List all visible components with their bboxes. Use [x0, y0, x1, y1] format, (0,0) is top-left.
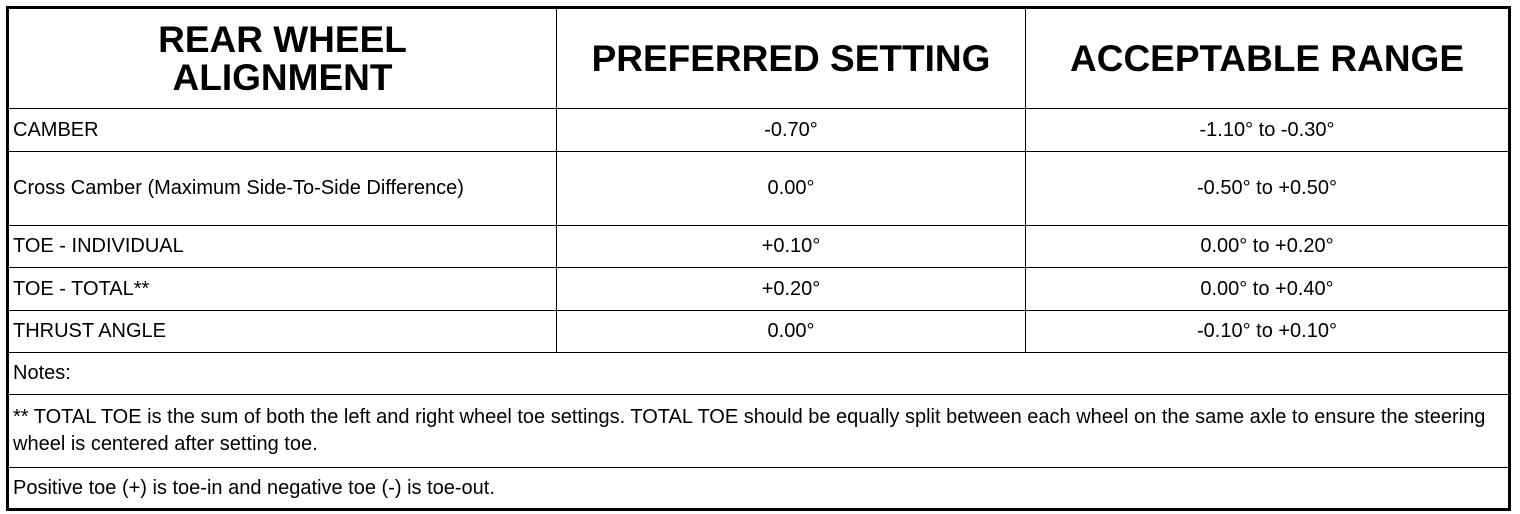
note-total-toe: ** TOTAL TOE is the sum of both the left… — [7, 394, 1510, 468]
notes-label: Notes: — [7, 352, 1510, 395]
table-row: THRUST ANGLE 0.00° -0.10° to +0.10° — [7, 310, 1510, 353]
parameter-cell: CAMBER — [7, 108, 557, 152]
range-cell: 0.00° to +0.20° — [1025, 225, 1510, 268]
table-row: CAMBER -0.70° -1.10° to -0.30° — [7, 108, 1510, 152]
parameter-cell: THRUST ANGLE — [7, 310, 557, 353]
note-row: ** TOTAL TOE is the sum of both the left… — [7, 394, 1510, 468]
range-cell: -1.10° to -0.30° — [1025, 108, 1510, 152]
notes-row: Notes: — [7, 352, 1510, 395]
note-row: Positive toe (+) is toe-in and negative … — [7, 467, 1510, 510]
rear-wheel-alignment-table: REAR WHEEL ALIGNMENT PREFERRED SETTING A… — [6, 6, 1511, 511]
parameter-cell: TOE - TOTAL** — [7, 267, 557, 311]
preferred-cell: 0.00° — [556, 151, 1026, 226]
parameter-cell: Cross Camber (Maximum Side-To-Side Diffe… — [7, 151, 557, 226]
range-cell: 0.00° to +0.40° — [1025, 267, 1510, 311]
header-row: REAR WHEEL ALIGNMENT PREFERRED SETTING A… — [7, 7, 1510, 109]
parameter-cell: TOE - INDIVIDUAL — [7, 225, 557, 268]
table-row: TOE - INDIVIDUAL +0.10° 0.00° to +0.20° — [7, 225, 1510, 268]
note-toe-sign: Positive toe (+) is toe-in and negative … — [7, 467, 1510, 510]
preferred-cell: +0.10° — [556, 225, 1026, 268]
preferred-cell: +0.20° — [556, 267, 1026, 311]
table-row: Cross Camber (Maximum Side-To-Side Diffe… — [7, 151, 1510, 226]
header-parameter: REAR WHEEL ALIGNMENT — [7, 7, 557, 109]
preferred-cell: 0.00° — [556, 310, 1026, 353]
header-range: ACCEPTABLE RANGE — [1025, 7, 1510, 109]
preferred-cell: -0.70° — [556, 108, 1026, 152]
header-preferred: PREFERRED SETTING — [556, 7, 1026, 109]
range-cell: -0.10° to +0.10° — [1025, 310, 1510, 353]
range-cell: -0.50° to +0.50° — [1025, 151, 1510, 226]
table-row: TOE - TOTAL** +0.20° 0.00° to +0.40° — [7, 267, 1510, 311]
